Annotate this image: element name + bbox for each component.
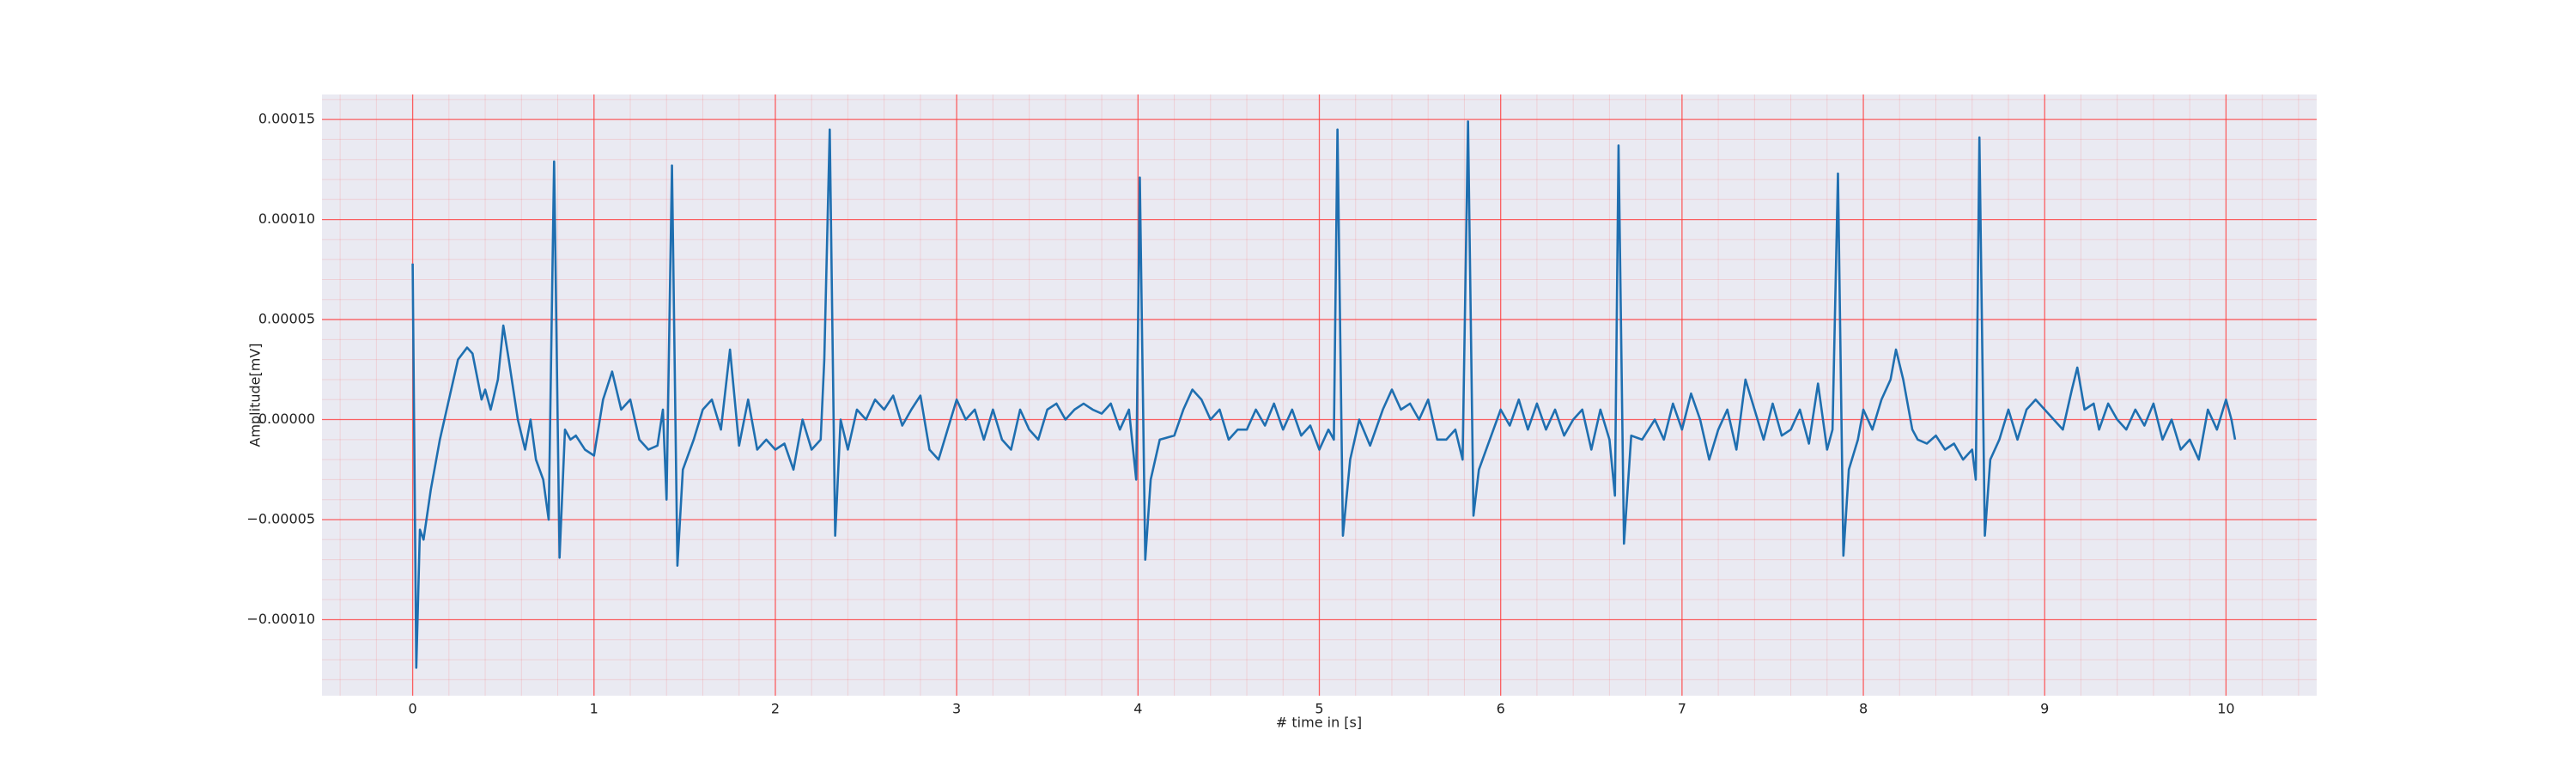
x-tick-label: 2 — [771, 701, 780, 717]
x-tick-label: 7 — [1678, 701, 1686, 717]
y-tick-label: −0.00005 — [246, 511, 315, 527]
x-axis-label: # time in [s] — [1276, 715, 1362, 731]
x-tick-label: 3 — [952, 701, 961, 717]
x-tick-label: 0 — [408, 701, 416, 717]
y-tick-label: 0.00000 — [258, 411, 315, 427]
y-tick-label: 0.00010 — [258, 210, 315, 227]
y-tick-label: 0.00005 — [258, 311, 315, 327]
x-tick-label: 6 — [1497, 701, 1505, 717]
y-axis-label: Amplitude[mV] — [247, 343, 264, 447]
y-tick-label: −0.00010 — [246, 611, 315, 627]
x-tick-label: 4 — [1133, 701, 1142, 717]
y-tick-label: 0.00015 — [258, 111, 315, 127]
x-tick-label: 5 — [1315, 701, 1323, 717]
data-line — [411, 120, 2237, 669]
x-tick-label: 9 — [2040, 701, 2049, 717]
x-tick-label: 8 — [1859, 701, 1868, 717]
x-tick-label: 1 — [590, 701, 598, 717]
x-tick-label: 10 — [2217, 701, 2234, 717]
